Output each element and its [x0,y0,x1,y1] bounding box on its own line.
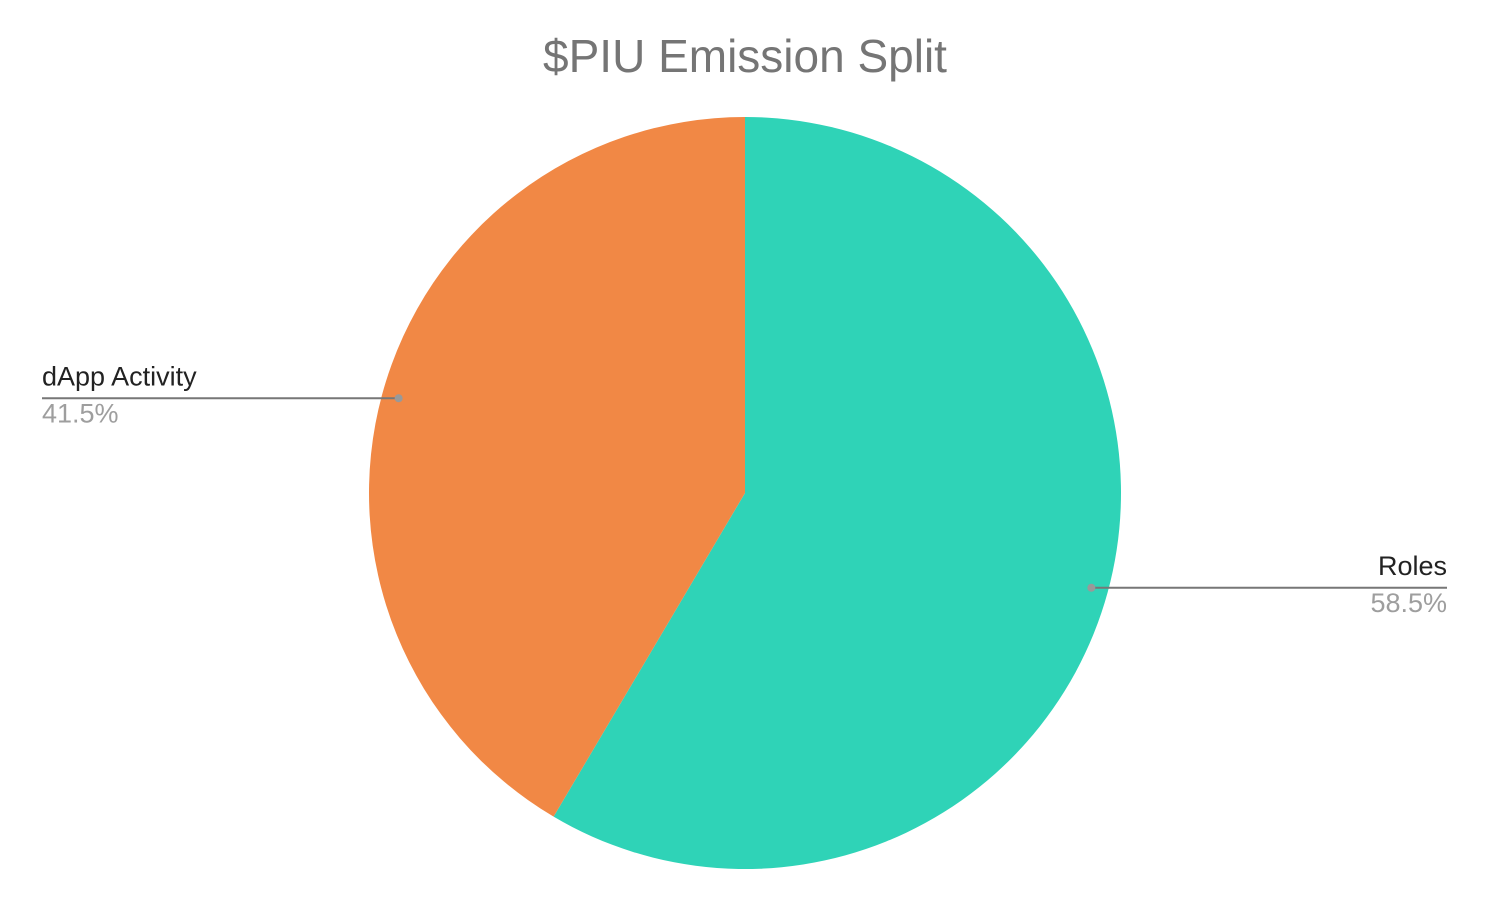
leader-dot [1087,583,1096,592]
pie-slice [369,117,745,817]
chart-title: $PIU Emission Split [543,30,947,82]
slice-value-label: 58.5% [1370,588,1447,618]
slice-label: Roles [1378,551,1447,581]
slice-label: dApp Activity [42,361,197,391]
leader-dot [394,394,403,403]
slice-value-label: 41.5% [42,398,119,428]
pie-slice [553,117,1121,869]
